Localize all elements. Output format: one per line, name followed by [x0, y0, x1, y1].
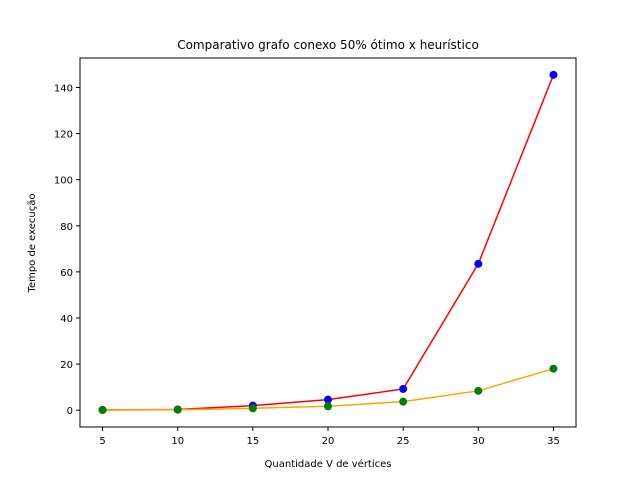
series-2-point	[399, 397, 408, 406]
plot-area: 5 10 15 20 25 30 35 0 20 40 60 80 100 120 140	[54, 57, 577, 447]
x-tick-label: 15	[246, 436, 259, 447]
y-tick-label: 0	[67, 406, 73, 417]
series-1-point	[399, 384, 408, 393]
y-tick-label: 80	[60, 222, 73, 233]
series-2-point	[324, 402, 332, 411]
series-2-point	[98, 405, 107, 414]
y-tick-label: 60	[60, 268, 73, 279]
y-tick-label: 40	[60, 314, 73, 325]
x-tick-label: 30	[472, 436, 485, 447]
series-2-point	[549, 364, 558, 373]
x-tick-label: 35	[547, 436, 560, 447]
y-tick-label: 20	[60, 360, 73, 371]
series-1-point	[549, 70, 558, 79]
x-tick-label: 5	[99, 436, 105, 447]
x-tick-label: 10	[171, 436, 184, 447]
chart-title: Comparativo grafo conexo 50% ótimo x heu…	[177, 38, 479, 52]
series-2-point	[248, 404, 257, 413]
series-2-point	[173, 405, 182, 414]
x-tick-label: 20	[322, 436, 335, 447]
series-1-point	[324, 395, 332, 404]
y-tick-label: 100	[54, 176, 73, 187]
x-axis-label: Quantidade V de vértices	[265, 458, 392, 470]
y-tick-label: 140	[54, 84, 73, 95]
y-axis-label: Tempo de execução	[27, 194, 38, 294]
series-2-point	[474, 386, 483, 395]
series-1-point	[474, 259, 483, 268]
y-tick-label: 120	[54, 130, 73, 141]
x-tick-label: 25	[397, 436, 410, 447]
